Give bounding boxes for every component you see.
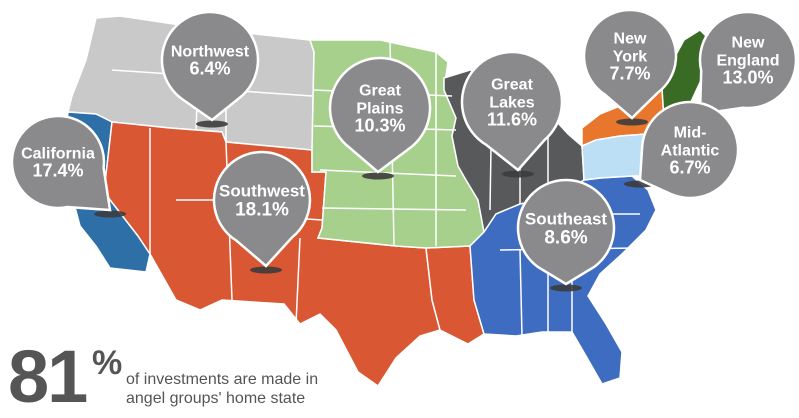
pin-value: 18.1% [235, 199, 289, 220]
pin-shadow [250, 266, 282, 274]
pin-value: 6.7% [669, 158, 710, 178]
pin-bubble [10, 114, 112, 212]
pin-bubble [638, 100, 740, 200]
pin-shadow [362, 172, 394, 180]
pin-bubble [460, 50, 564, 172]
pin-region-name: Mid- [674, 125, 707, 142]
stat-caption-line-2: angel groups' home state [126, 390, 306, 407]
pin-bubble [582, 8, 678, 120]
stat-caption-line-1: of investments are made in [126, 371, 319, 388]
pin-bubble [212, 150, 312, 268]
pin-region-name: York [613, 49, 647, 66]
pin-region-name: New [732, 35, 765, 52]
state-border-11 [319, 169, 457, 177]
pin-bubble [516, 178, 616, 286]
pin-value: 17.4% [32, 161, 83, 181]
pin-value: 6.4% [189, 59, 230, 79]
pin-region-name: England [716, 53, 779, 70]
pin-region-name: California [21, 146, 95, 163]
state-border-19 [519, 249, 523, 337]
pin-value: 8.6% [544, 227, 587, 248]
pin-region-name: Great [491, 77, 533, 94]
pin-shadow [502, 170, 534, 178]
pin-region-name: New [614, 31, 647, 48]
pin-value: 7.7% [609, 64, 650, 84]
stat-number: 81 [8, 335, 88, 418]
pin-bubble [698, 10, 798, 116]
pin-region-name: Southeast [525, 209, 608, 228]
pin-region-name: Southwest [219, 181, 305, 200]
pin-region-name: Great [359, 83, 401, 100]
stat-percent-symbol: % [92, 344, 123, 382]
pin-shadow [94, 210, 126, 218]
pin-region-name: Plains [356, 101, 403, 118]
pin-shadow [550, 284, 582, 292]
pin-shadow [196, 120, 228, 128]
pin-value: 13.0% [722, 68, 773, 88]
pin-shadow [616, 118, 648, 126]
pin-region-name: Atlantic [661, 143, 720, 160]
pin-bubble [160, 10, 260, 122]
pin-value: 11.6% [487, 110, 537, 130]
pin-value: 10.3% [354, 116, 405, 136]
pin-region-name: Lakes [489, 95, 534, 112]
state-border-23 [599, 271, 649, 275]
pin-region-name: Northwest [171, 44, 250, 61]
stat-caption: of investments are made in angel groups'… [126, 370, 386, 408]
state-border-8 [295, 237, 301, 325]
pin-bubble [328, 56, 432, 174]
